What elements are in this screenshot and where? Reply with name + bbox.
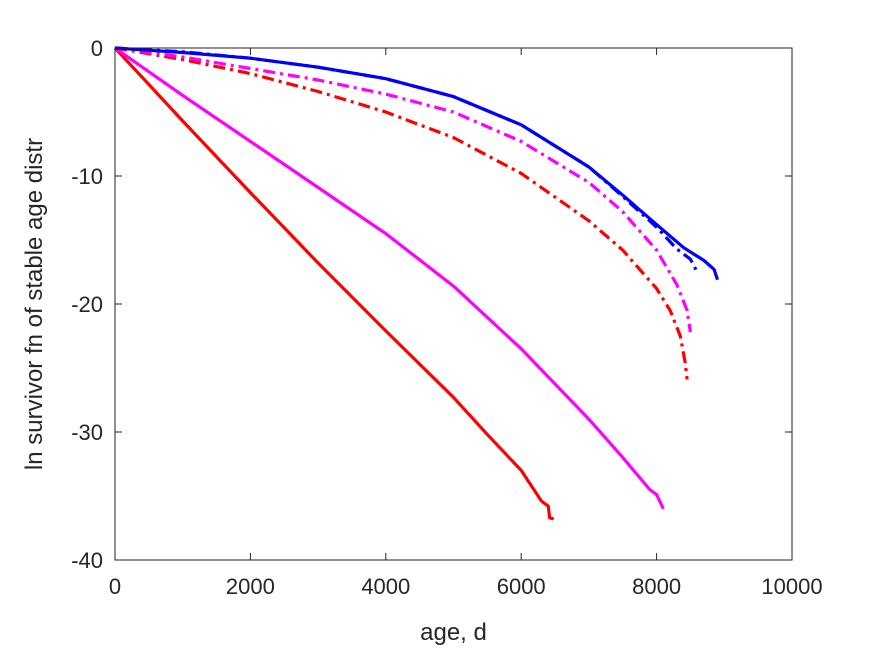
series-line-6 xyxy=(114,46,720,281)
y-tick-label: 0 xyxy=(91,36,103,61)
series-layer xyxy=(113,46,720,521)
x-tick-label: 10000 xyxy=(761,574,822,599)
x-axis-label: age, d xyxy=(420,619,487,646)
y-axis-label: ln survivor fn of stable age distr xyxy=(21,138,48,470)
series-line-4 xyxy=(114,46,692,333)
series-line-2 xyxy=(114,46,665,510)
x-tick-label: 2000 xyxy=(226,574,275,599)
series-line-3 xyxy=(114,46,689,380)
x-tick-label: 8000 xyxy=(632,574,681,599)
series-line-1 xyxy=(113,46,555,521)
x-tick-label: 0 xyxy=(109,574,121,599)
x-tick-label: 4000 xyxy=(361,574,410,599)
y-tick-label: -20 xyxy=(71,292,103,317)
y-tick-label: -10 xyxy=(71,164,103,189)
y-tick-label: -40 xyxy=(71,548,103,573)
x-tick-label: 6000 xyxy=(497,574,546,599)
y-tick-label: -30 xyxy=(71,420,103,445)
ticks-layer: 0 2000 4000 6000 8000 10000 0 -10 -20 -30 -40 xyxy=(71,36,822,599)
